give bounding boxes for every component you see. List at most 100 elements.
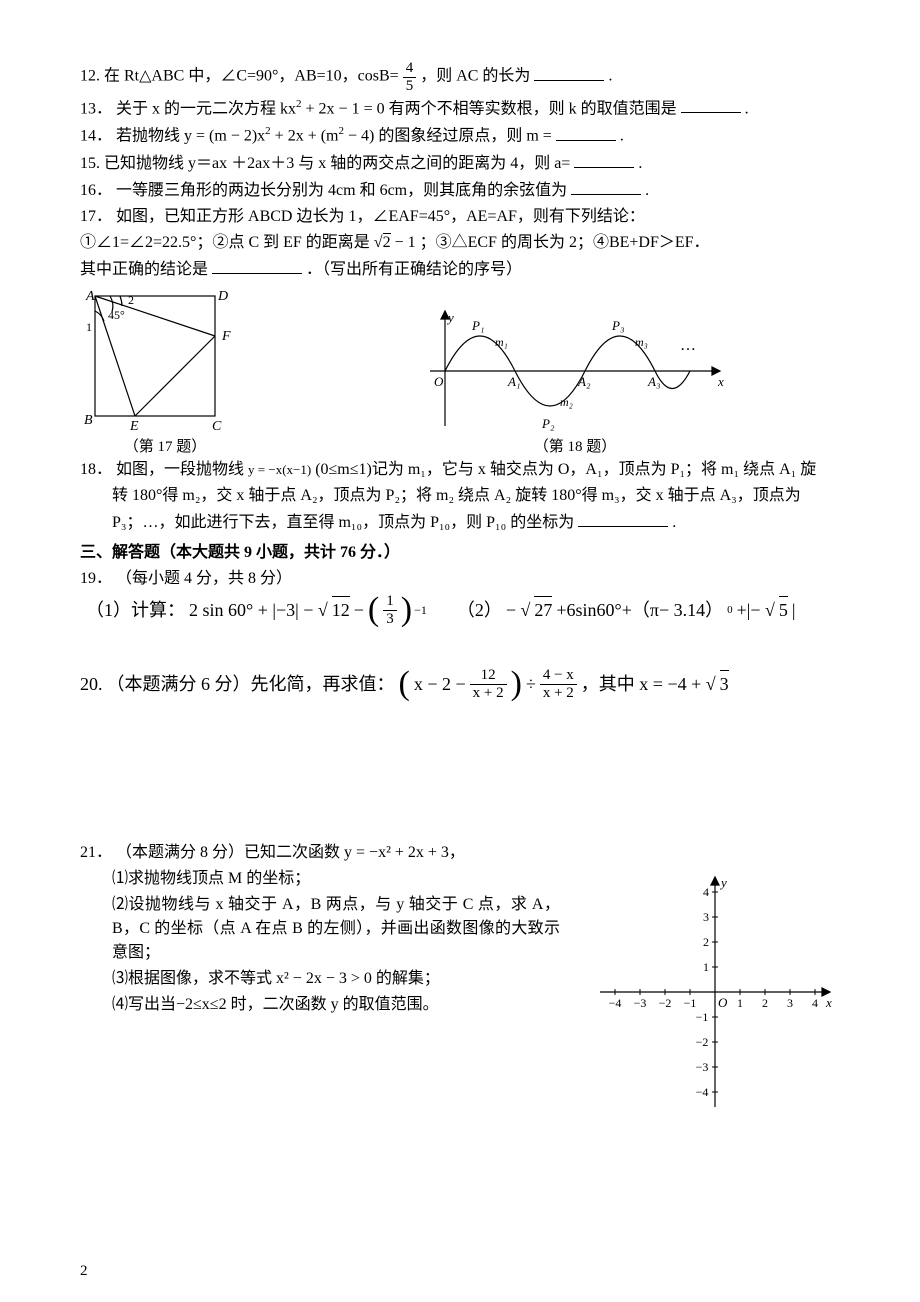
svg-text:−3: −3 (696, 1060, 709, 1074)
q14: 14． 若抛物线 y = (m − 2)x2 + 2x + (m2 − 4) 的… (80, 123, 840, 148)
q18-l1a: 如图，一段抛物线 (116, 461, 248, 478)
svg-text:45°: 45° (108, 308, 125, 322)
q12: 12. 在 Rt△ABC 中，∠C=90°，AB=10，cosB= 4 5 ，则… (80, 60, 840, 94)
q19-p2b: +6sin60°+（π− 3.14） (556, 597, 723, 624)
svg-text:1: 1 (703, 960, 709, 974)
q17-line3: 其中正确的结论是 ．（写出所有正确结论的序号） (80, 257, 840, 282)
q17-line2: ①∠1=∠2=22.5°；②点 C 到 EF 的距离是 √2 − 1 ；③△EC… (80, 231, 840, 255)
svg-text:C: C (212, 419, 222, 434)
svg-text:A₃: A₃ (647, 374, 660, 389)
q19-p1a: 2 sin 60° + |−3| − √ (189, 597, 328, 624)
q18-tail: . (672, 514, 676, 531)
q21-head: 21． （本题满分 8 分）已知二次函数 y = −x² + 2x + 3， (80, 841, 840, 865)
q15-body: 已知抛物线 y＝ax ＋2ax＋3 与 x 轴的两交点之间的距离为 4，则 a= (104, 155, 574, 172)
q20-tail-a: ，其中 x = −4 + √ (581, 671, 716, 698)
q19-p1-sqrt: 12 (332, 596, 350, 624)
q15-blank (574, 151, 634, 168)
q18-l3: P₃；…，如此进行下去，直至得 m₁₀，顶点为 P₁₀，则 P₁₀ 的坐标为 . (80, 510, 840, 535)
svg-text:P₂: P₂ (541, 416, 555, 431)
svg-text:3: 3 (703, 910, 709, 924)
paren-l-icon: ( (368, 593, 379, 627)
q19-head: 19． （每小题 4 分，共 8 分） (80, 567, 840, 591)
q21-p2: ⑵设抛物线与 x 轴交于 A，B 两点，与 y 轴交于 C 点，求 A，B，C … (80, 893, 560, 965)
fig17-wrap: A D B C E F 45° 1 2 （第 17 题） (80, 286, 250, 459)
paren-r-icon: ) (401, 593, 412, 627)
svg-text:y: y (719, 875, 727, 890)
q19-p1b: − (354, 597, 364, 624)
svg-text:P₃: P₃ (611, 318, 624, 333)
q20-sub: （本题满分 6 分）先化简，再求值： (107, 671, 395, 698)
fig18-caption: （第 18 题） (420, 436, 730, 459)
q21-p1: ⑴求抛物线顶点 M 的坐标； (80, 867, 560, 891)
svg-text:…: … (680, 337, 696, 354)
grid-svg: y x O 1 2 3 4 −1 −2 −3 −4 1 2 (590, 867, 840, 1117)
figure-row: A D B C E F 45° 1 2 （第 17 题） (80, 286, 840, 459)
page-number: 2 (80, 1260, 88, 1283)
q17-l3a: 其中正确的结论是 (80, 261, 208, 278)
svg-text:m₁: m₁ (495, 335, 508, 349)
q19-parts: （1）计算： 2 sin 60° + |−3| − √12 − ( 1 3 )−… (86, 593, 840, 627)
svg-text:3: 3 (787, 996, 793, 1010)
q17-l3b: ．（写出所有正确结论的序号） (306, 261, 522, 278)
q18-l3a: P₃；…，如此进行下去，直至得 m₁₀，顶点为 P₁₀，则 P₁₀ 的坐标为 (112, 514, 574, 531)
q14-num: 14． (80, 128, 112, 145)
q19-p1-label: （1）计算： (86, 597, 185, 624)
q18-l1b: (0≤m≤1)记为 m₁，它与 x 轴交点为 O，A₁，顶点为 P₁；将 m₁ … (315, 461, 816, 478)
q14-c: − 4) 的图象经过原点，则 m = (348, 128, 556, 145)
svg-text:1: 1 (737, 996, 743, 1010)
svg-text:D: D (217, 289, 228, 304)
q15-tail: . (638, 155, 642, 172)
q18-num: 18． (80, 461, 112, 478)
q18-blank (578, 510, 668, 527)
q20-tail-sqrt: 3 (720, 670, 729, 698)
svg-text:−4: −4 (609, 996, 622, 1010)
q21-p4: ⑷写出当−2≤x≤2 时，二次函数 y 的取值范围。 (80, 993, 560, 1017)
svg-text:E: E (129, 419, 139, 434)
q16-num: 16． (80, 182, 112, 199)
fig17-caption: （第 17 题） (80, 436, 250, 459)
svg-text:2: 2 (762, 996, 768, 1010)
q12-blank (534, 64, 604, 81)
svg-text:−2: −2 (696, 1035, 709, 1049)
q16-blank (571, 178, 641, 195)
svg-text:x: x (825, 995, 832, 1010)
svg-text:2: 2 (703, 935, 709, 949)
q17-blank (212, 257, 302, 274)
svg-text:x: x (717, 374, 724, 389)
q20-div: ÷ (526, 671, 536, 698)
q20-inner-a: x − 2 − (414, 671, 466, 698)
q20-frac2: 4 − x x + 2 (540, 667, 577, 701)
q16-body: 一等腰三角形的两边长分别为 4cm 和 6cm，则其底角的余弦值为 (116, 182, 567, 199)
q20-num: 20. (80, 671, 103, 698)
svg-text:2: 2 (128, 293, 134, 307)
q15: 15. 已知抛物线 y＝ax ＋2ax＋3 与 x 轴的两交点之间的距离为 4，… (80, 151, 840, 176)
q12-frac: 4 5 (403, 60, 417, 94)
svg-text:1: 1 (86, 320, 92, 334)
q21-num: 21． (80, 844, 112, 861)
q13: 13． 关于 x 的一元二次方程 kx2 + 2x − 1 = 0 有两个不相等… (80, 96, 840, 121)
q19-p2c: +|− √ (737, 597, 775, 624)
q19-num: 19． (80, 570, 112, 587)
q17-l2b: ；③△ECF 的周长为 2；④BE+DF＞EF． (420, 234, 710, 251)
page: 12. 在 Rt△ABC 中，∠C=90°，AB=10，cosB= 4 5 ，则… (0, 0, 920, 1302)
q19-part1: （1）计算： 2 sin 60° + |−3| − √12 − ( 1 3 )−… (86, 593, 427, 627)
q19-p2a: − √ (506, 597, 531, 624)
svg-text:−1: −1 (696, 1010, 709, 1024)
q21: 21． （本题满分 8 分）已知二次函数 y = −x² + 2x + 3， ⑴… (80, 841, 840, 1117)
q19-p1-frac: 1 3 (383, 593, 397, 627)
q19-p2-pow0: 0 (727, 602, 733, 619)
q12-prefix: 在 Rt△ABC 中，∠C=90°，AB=10，cosB= (104, 68, 399, 85)
q20-frac1: 12 x + 2 (470, 667, 507, 701)
svg-text:−1: −1 (684, 996, 697, 1010)
q19-p2-sqrt5: 5 (779, 596, 788, 624)
q17-l2a: ①∠1=∠2=22.5°；②点 C 到 EF 的距离是 (80, 234, 370, 251)
q19-p1-pow: −1 (414, 601, 427, 619)
svg-text:A₁: A₁ (507, 374, 520, 389)
q17-line1: 17． 如图，已知正方形 ABCD 边长为 1，∠EAF=45°，AE=AF，则… (80, 205, 840, 229)
svg-text:m₂: m₂ (560, 395, 573, 409)
q14-blank (556, 124, 616, 141)
q12-num: 12. (80, 68, 100, 85)
q18-l2: 转 180°得 m₂，交 x 轴于点 A₂，顶点为 P₂；将 m₂ 绕点 A₂ … (80, 484, 840, 508)
svg-text:O: O (718, 995, 728, 1010)
paren-r-icon: ) (511, 667, 522, 701)
